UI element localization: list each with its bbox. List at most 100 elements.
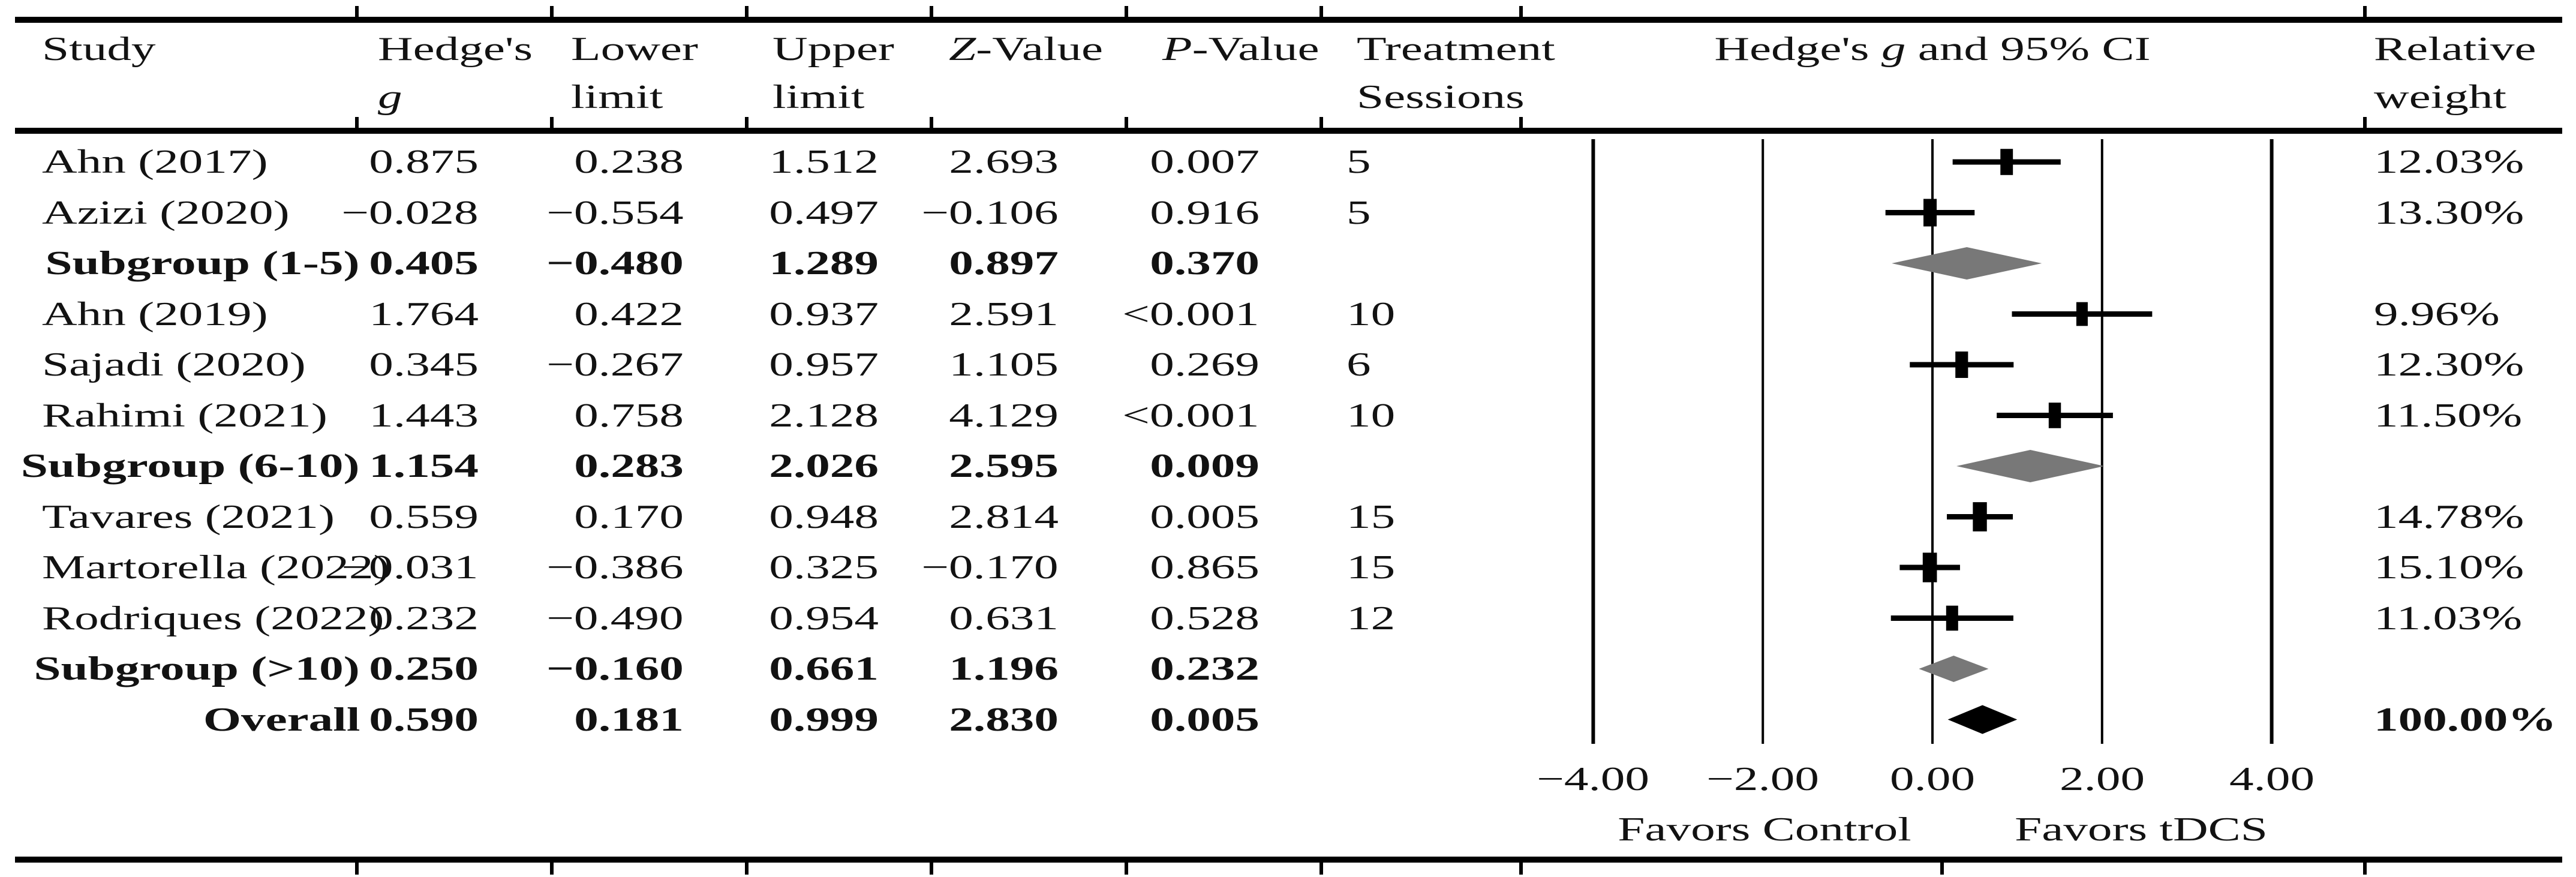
column-tick <box>550 6 554 18</box>
treatment-header-line2: Sessions <box>1357 79 1525 116</box>
effect-marker <box>1973 502 1987 531</box>
g-value: 1.154 <box>369 447 479 485</box>
sessions-value: 15 <box>1346 498 1396 536</box>
column-tick <box>1125 863 1128 875</box>
z-header-italic: Z <box>949 31 976 68</box>
weight-value: 15.10% <box>2374 549 2524 586</box>
z-value: 0.897 <box>949 245 1059 282</box>
g-value: 0.345 <box>369 346 479 383</box>
sessions-value: 12 <box>1346 599 1396 637</box>
column-tick <box>550 863 554 875</box>
column-tick <box>1519 6 1523 18</box>
z-value: 2.830 <box>949 701 1059 738</box>
sessions-value: 5 <box>1346 143 1371 181</box>
p-value: 0.005 <box>1150 701 1260 738</box>
upper-limit-header-line1: Upper <box>773 31 894 68</box>
lower-limit-value: 0.238 <box>574 143 684 181</box>
study-label: Ahn (2019) <box>42 295 268 333</box>
subgroup-label: Subgroup (6-10) <box>21 447 360 485</box>
effect-marker <box>1955 351 1968 379</box>
upper-limit-value: 2.128 <box>769 397 879 434</box>
lower-limit-header-line2: limit <box>571 79 663 116</box>
weight-header-line2: weight <box>2374 79 2507 116</box>
study-label: Rodriques (2022) <box>42 599 384 637</box>
upper-limit-value: 1.512 <box>769 143 879 181</box>
lower-limit-value: 0.758 <box>574 397 684 434</box>
weight-value: 100.00% <box>2374 701 2557 738</box>
column-tick <box>1125 6 1128 18</box>
axis-tick-label: −2.00 <box>1706 761 1820 798</box>
z-value: 2.591 <box>949 295 1059 333</box>
treatment-header-line1: Treatment <box>1357 31 1555 68</box>
hedges-g-header-line2: g <box>378 79 402 116</box>
p-value: 0.916 <box>1150 194 1260 232</box>
lower-limit-value: −0.386 <box>546 549 684 586</box>
lower-limit-header-line1: Lower <box>571 31 698 68</box>
hedges-g-column-header: Hedge's g <box>378 25 533 121</box>
lower-limit-value: −0.480 <box>546 245 684 282</box>
g-value: 1.443 <box>369 397 479 434</box>
weight-value: 12.03% <box>2374 143 2524 181</box>
upper-limit-value: 0.661 <box>769 650 879 687</box>
effect-marker <box>2000 149 2013 175</box>
upper-limit-value: 0.954 <box>769 599 879 637</box>
upper-limit-value: 0.957 <box>769 346 879 383</box>
study-column-header: Study <box>42 25 156 73</box>
axis-tick-label: 0.00 <box>1889 761 1976 798</box>
z-value: −0.106 <box>921 194 1059 232</box>
upper-limit-value: 2.026 <box>769 447 879 485</box>
study-label: Rahimi (2021) <box>42 397 327 434</box>
subgroup-diamond <box>1956 450 2105 482</box>
lower-limit-value: −0.554 <box>546 194 684 232</box>
p-value: 0.865 <box>1150 549 1260 586</box>
upper-limit-value: 0.497 <box>769 194 879 232</box>
weight-header-line1: Relative <box>2374 31 2536 68</box>
effect-marker <box>2076 302 2088 326</box>
sessions-value: 10 <box>1346 295 1396 333</box>
g-value: −0.028 <box>341 194 479 232</box>
ci-plot-header: Hedge's g and 95% CI <box>1714 25 2150 73</box>
study-label: Ahn (2017) <box>42 143 268 181</box>
p-value: 0.269 <box>1150 346 1260 383</box>
effect-marker <box>1922 552 1937 582</box>
column-tick <box>1125 117 1128 129</box>
z-value-column-header: Z-Value <box>949 25 1103 73</box>
z-value: 2.814 <box>949 498 1059 536</box>
upper-limit-header-line2: limit <box>773 79 865 116</box>
study-label: Sajadi (2020) <box>42 346 306 383</box>
upper-limit-value: 1.289 <box>769 245 879 282</box>
treatment-sessions-column-header: Treatment Sessions <box>1357 25 1555 121</box>
z-value: 2.693 <box>949 143 1059 181</box>
p-value: 0.528 <box>1150 599 1260 637</box>
column-tick <box>1319 863 1323 875</box>
study-label: Martorella (2022) <box>42 549 390 586</box>
z-value: 1.196 <box>949 650 1059 687</box>
column-tick <box>355 117 359 129</box>
weight-value: 13.30% <box>2374 194 2524 232</box>
weight-value: 11.50% <box>2374 397 2523 434</box>
z-value: 2.595 <box>949 447 1059 485</box>
axis-tick-label: 2.00 <box>2059 761 2145 798</box>
weight-value: 12.30% <box>2374 346 2524 383</box>
column-tick <box>1319 6 1323 18</box>
upper-limit-column-header: Upper limit <box>773 25 894 121</box>
column-tick <box>355 863 359 875</box>
ci-header-italic: g <box>1881 31 1906 68</box>
p-value: <0.001 <box>1122 295 1260 333</box>
column-tick <box>1319 117 1323 129</box>
column-tick <box>1940 863 1944 875</box>
g-value: 0.250 <box>369 650 479 687</box>
ci-header-post: and 95% CI <box>1905 31 2151 68</box>
effect-marker <box>1923 199 1937 227</box>
g-value: 0.405 <box>369 245 479 282</box>
g-value: 0.232 <box>369 599 479 637</box>
p-value: 0.007 <box>1150 143 1260 181</box>
z-header-rest: -Value <box>976 31 1104 68</box>
top-rule <box>15 17 2562 23</box>
overall-diamond <box>1947 705 2018 734</box>
upper-limit-value: 0.948 <box>769 498 879 536</box>
p-header-rest: -Value <box>1192 31 1319 68</box>
sessions-value: 5 <box>1346 194 1371 232</box>
g-value: −0.031 <box>341 549 479 586</box>
